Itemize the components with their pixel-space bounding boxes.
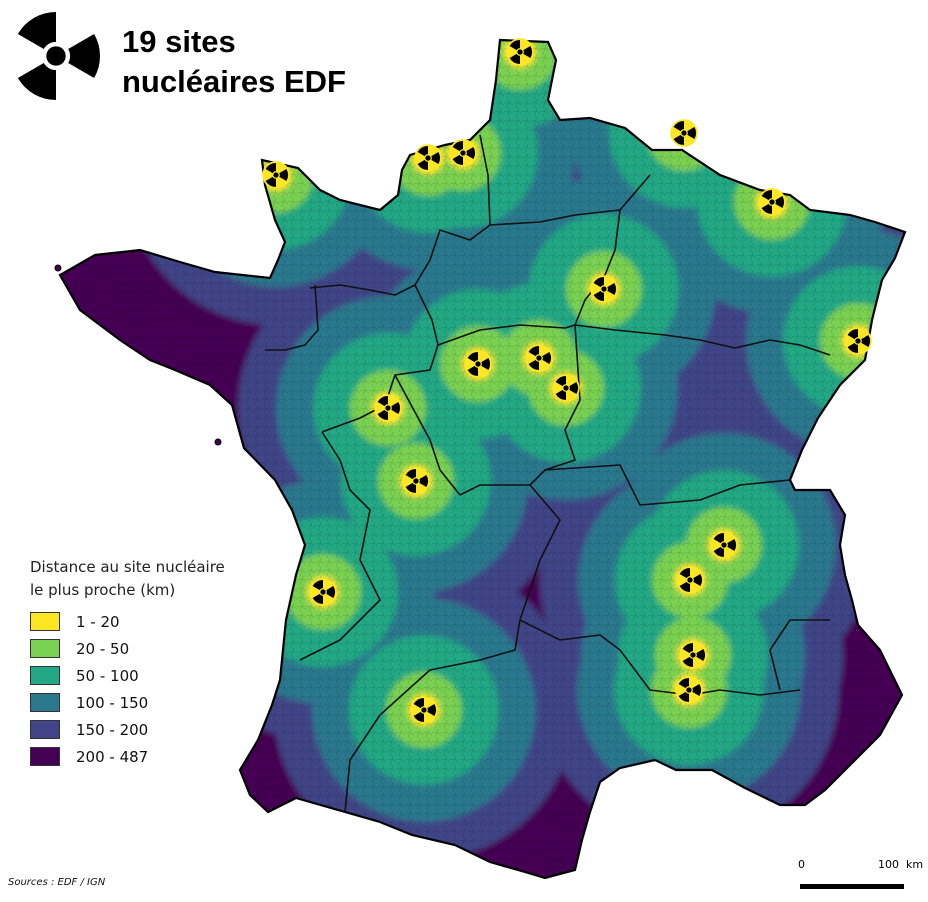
legend-swatch xyxy=(30,720,60,739)
scale-unit: km xyxy=(906,858,924,871)
region-borders xyxy=(265,134,831,813)
nuclear-site-marker xyxy=(844,327,872,355)
scale-label-max: 100 xyxy=(878,858,899,871)
nuclear-site-marker xyxy=(552,374,580,402)
nuclear-site-marker xyxy=(374,394,402,422)
title-line-2: nucléaires EDF xyxy=(122,64,346,99)
nuclear-site-marker xyxy=(679,641,707,669)
legend-label: 150 - 200 xyxy=(76,720,149,739)
legend-label: 50 - 100 xyxy=(76,666,139,685)
legend-label: 100 - 150 xyxy=(76,693,149,712)
nuclear-site-marker xyxy=(590,275,618,303)
legend-item: 150 - 200 xyxy=(30,720,148,739)
nuclear-site-marker xyxy=(464,350,492,378)
radiation-trefoil-glyph xyxy=(17,12,100,100)
legend-item: 200 - 487 xyxy=(30,747,148,766)
map-title: 19 sites nucléaires EDF xyxy=(122,22,346,102)
scale-bar: 0 100 km xyxy=(798,858,923,894)
legend: Distance au site nucléaire le plus proch… xyxy=(30,556,225,766)
scale-bar-line xyxy=(800,884,904,889)
legend-item: 50 - 100 xyxy=(30,666,139,685)
legend-swatch xyxy=(30,639,60,658)
nuclear-site-marker xyxy=(506,38,534,66)
nuclear-site-marker xyxy=(309,578,337,606)
nuclear-site-marker xyxy=(710,531,738,559)
scale-label-zero: 0 xyxy=(798,858,805,871)
nuclear-site-marker xyxy=(449,139,477,167)
title-line-1: 19 sites xyxy=(122,24,236,59)
legend-item: 20 - 50 xyxy=(30,639,129,658)
legend-item: 100 - 150 xyxy=(30,693,148,712)
legend-label: 1 - 20 xyxy=(76,612,120,631)
nuclear-site-marker xyxy=(670,119,698,147)
legend-swatch xyxy=(30,693,60,712)
nuclear-site-marker xyxy=(675,676,703,704)
nuclear-site-marker xyxy=(758,188,786,216)
nuclear-site-marker xyxy=(262,161,290,189)
legend-swatch xyxy=(30,612,60,631)
nuclear-site-marker xyxy=(414,144,442,172)
nuclear-site-marker xyxy=(676,566,704,594)
legend-item: 1 - 20 xyxy=(30,612,120,631)
sources-note: Sources : EDF / IGN xyxy=(8,877,106,888)
legend-title-line-1: Distance au site nucléaire xyxy=(30,558,225,576)
legend-swatch xyxy=(30,747,60,766)
legend-label: 20 - 50 xyxy=(76,639,130,658)
legend-swatch xyxy=(30,666,60,685)
nuclear-site-marker xyxy=(410,696,438,724)
legend-label: 200 - 487 xyxy=(76,747,149,766)
nuclear-site-marker xyxy=(402,467,430,495)
nuclear-site-marker xyxy=(525,344,553,372)
radiation-trefoil-icon xyxy=(17,12,100,100)
legend-title-line-2: le plus proche (km) xyxy=(30,581,176,599)
